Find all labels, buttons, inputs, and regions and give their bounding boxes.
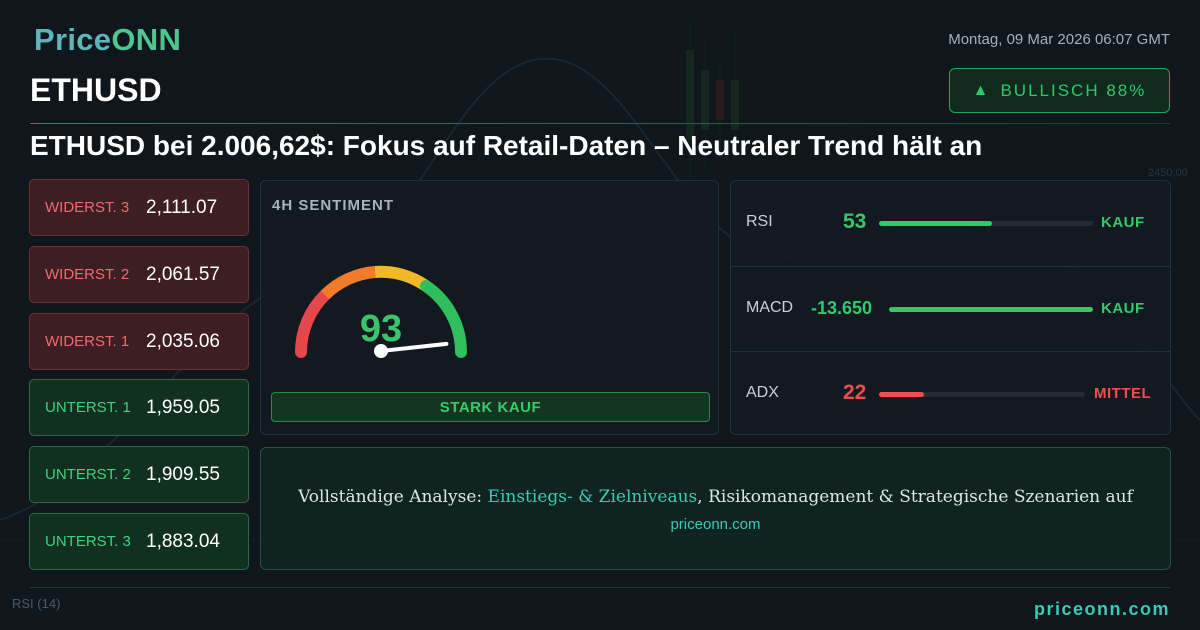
level-resistance-1: WIDERST. 1 2,035.06 — [29, 313, 249, 370]
indicator-name: RSI — [746, 213, 773, 230]
indicators-card: RSI 53 KAUF MACD -13.650 KAUF ADX 22 MIT… — [730, 180, 1171, 435]
indicator-bar-fill — [879, 392, 925, 397]
indicator-bar — [879, 221, 1093, 226]
level-label: WIDERST. 2 — [45, 266, 130, 283]
logo-text-part1: Price — [34, 22, 112, 57]
cta-highlight: Einstiegs- & Zielniveaus — [487, 487, 698, 507]
indicator-signal: KAUF — [1101, 300, 1145, 317]
level-resistance-3: WIDERST. 3 2,111.07 — [29, 179, 249, 236]
arrow-up-icon: ▲ — [972, 81, 991, 99]
indicator-macd: MACD -13.650 KAUF — [731, 266, 1170, 351]
background-rsi-period: (14) — [37, 596, 61, 611]
header-divider — [30, 123, 1170, 124]
level-support-3: UNTERST. 3 1,883.04 — [29, 513, 249, 570]
level-value: 1,909.55 — [146, 463, 220, 485]
gauge-arc-red — [295, 289, 331, 358]
gauge-arc-green — [420, 280, 467, 358]
gauge-arc-orange — [320, 266, 376, 300]
indicator-value: -13.650 — [811, 298, 873, 318]
background-chart-price-label: 2450.00 — [1148, 167, 1188, 179]
sentiment-card: 4H SENTIMENT 93 STARK KAUF — [260, 180, 719, 435]
headline: ETHUSD bei 2.006,62$: Fokus auf Retail-D… — [30, 130, 983, 161]
level-value: 1,883.04 — [146, 530, 220, 552]
symbol-title: ETHUSD — [30, 72, 162, 108]
level-label: UNTERST. 3 — [45, 533, 131, 550]
gauge-needle — [379, 341, 449, 353]
sentiment-score: 93 — [359, 308, 403, 350]
level-label: UNTERST. 2 — [45, 466, 131, 483]
gauge-arc-yellow — [374, 265, 430, 292]
level-label: WIDERST. 1 — [45, 333, 130, 350]
indicator-bar-fill — [889, 307, 1093, 312]
level-value: 2,061.57 — [146, 263, 220, 285]
bullish-badge: ▲ BULLISCH 88% — [949, 68, 1170, 113]
level-resistance-2: WIDERST. 2 2,061.57 — [29, 246, 249, 303]
footer-divider — [30, 587, 1170, 588]
footer-link[interactable]: priceonn.com — [1033, 599, 1170, 619]
background-rsi-label: RSI (14) — [12, 596, 60, 611]
indicator-value: 22 — [843, 381, 867, 404]
date-time: Montag, 09 Mar 2026 06:07 GMT — [948, 31, 1170, 48]
bias-label: BULLISCH 88% — [1000, 80, 1147, 100]
level-support-2: UNTERST. 2 1,909.55 — [29, 446, 249, 503]
cta-link[interactable]: priceonn.com — [670, 516, 761, 533]
indicator-adx: ADX 22 MITTEL — [731, 351, 1170, 436]
indicator-signal: KAUF — [1101, 214, 1145, 231]
indicator-bar — [879, 392, 1085, 397]
priceonn-logo: PriceONN — [34, 22, 181, 58]
indicator-signal: MITTEL — [1094, 385, 1152, 402]
indicator-rsi: RSI 53 KAUF — [731, 181, 1170, 266]
level-support-1: UNTERST. 1 1,959.05 — [29, 379, 249, 436]
indicator-name: MACD — [746, 299, 794, 316]
sentiment-gauge — [295, 265, 467, 358]
indicator-bar-fill — [879, 221, 993, 226]
level-label: WIDERST. 3 — [45, 199, 130, 216]
indicator-name: ADX — [746, 384, 779, 401]
analysis-cta[interactable]: Vollständige Analyse: Einstiegs- & Zieln… — [260, 447, 1171, 570]
level-value: 2,035.06 — [146, 330, 220, 352]
indicator-bar — [889, 307, 1093, 312]
sentiment-title: 4H SENTIMENT — [272, 197, 395, 214]
cta-prefix: Vollständige Analyse: — [298, 487, 488, 507]
sentiment-signal: STARK KAUF — [271, 392, 710, 422]
background-rsi-name: RSI — [12, 596, 34, 611]
level-label: UNTERST. 1 — [45, 399, 131, 416]
level-value: 1,959.05 — [146, 396, 220, 418]
cta-text: Vollständige Analyse: Einstiegs- & Zieln… — [261, 487, 1170, 507]
level-value: 2,111.07 — [146, 196, 218, 218]
gauge-needle-hub — [374, 344, 388, 358]
indicator-value: 53 — [843, 210, 867, 233]
logo-text-part2: ONN — [111, 22, 182, 57]
cta-suffix: , Risikomanagement & Strategische Szenar… — [697, 487, 1133, 507]
